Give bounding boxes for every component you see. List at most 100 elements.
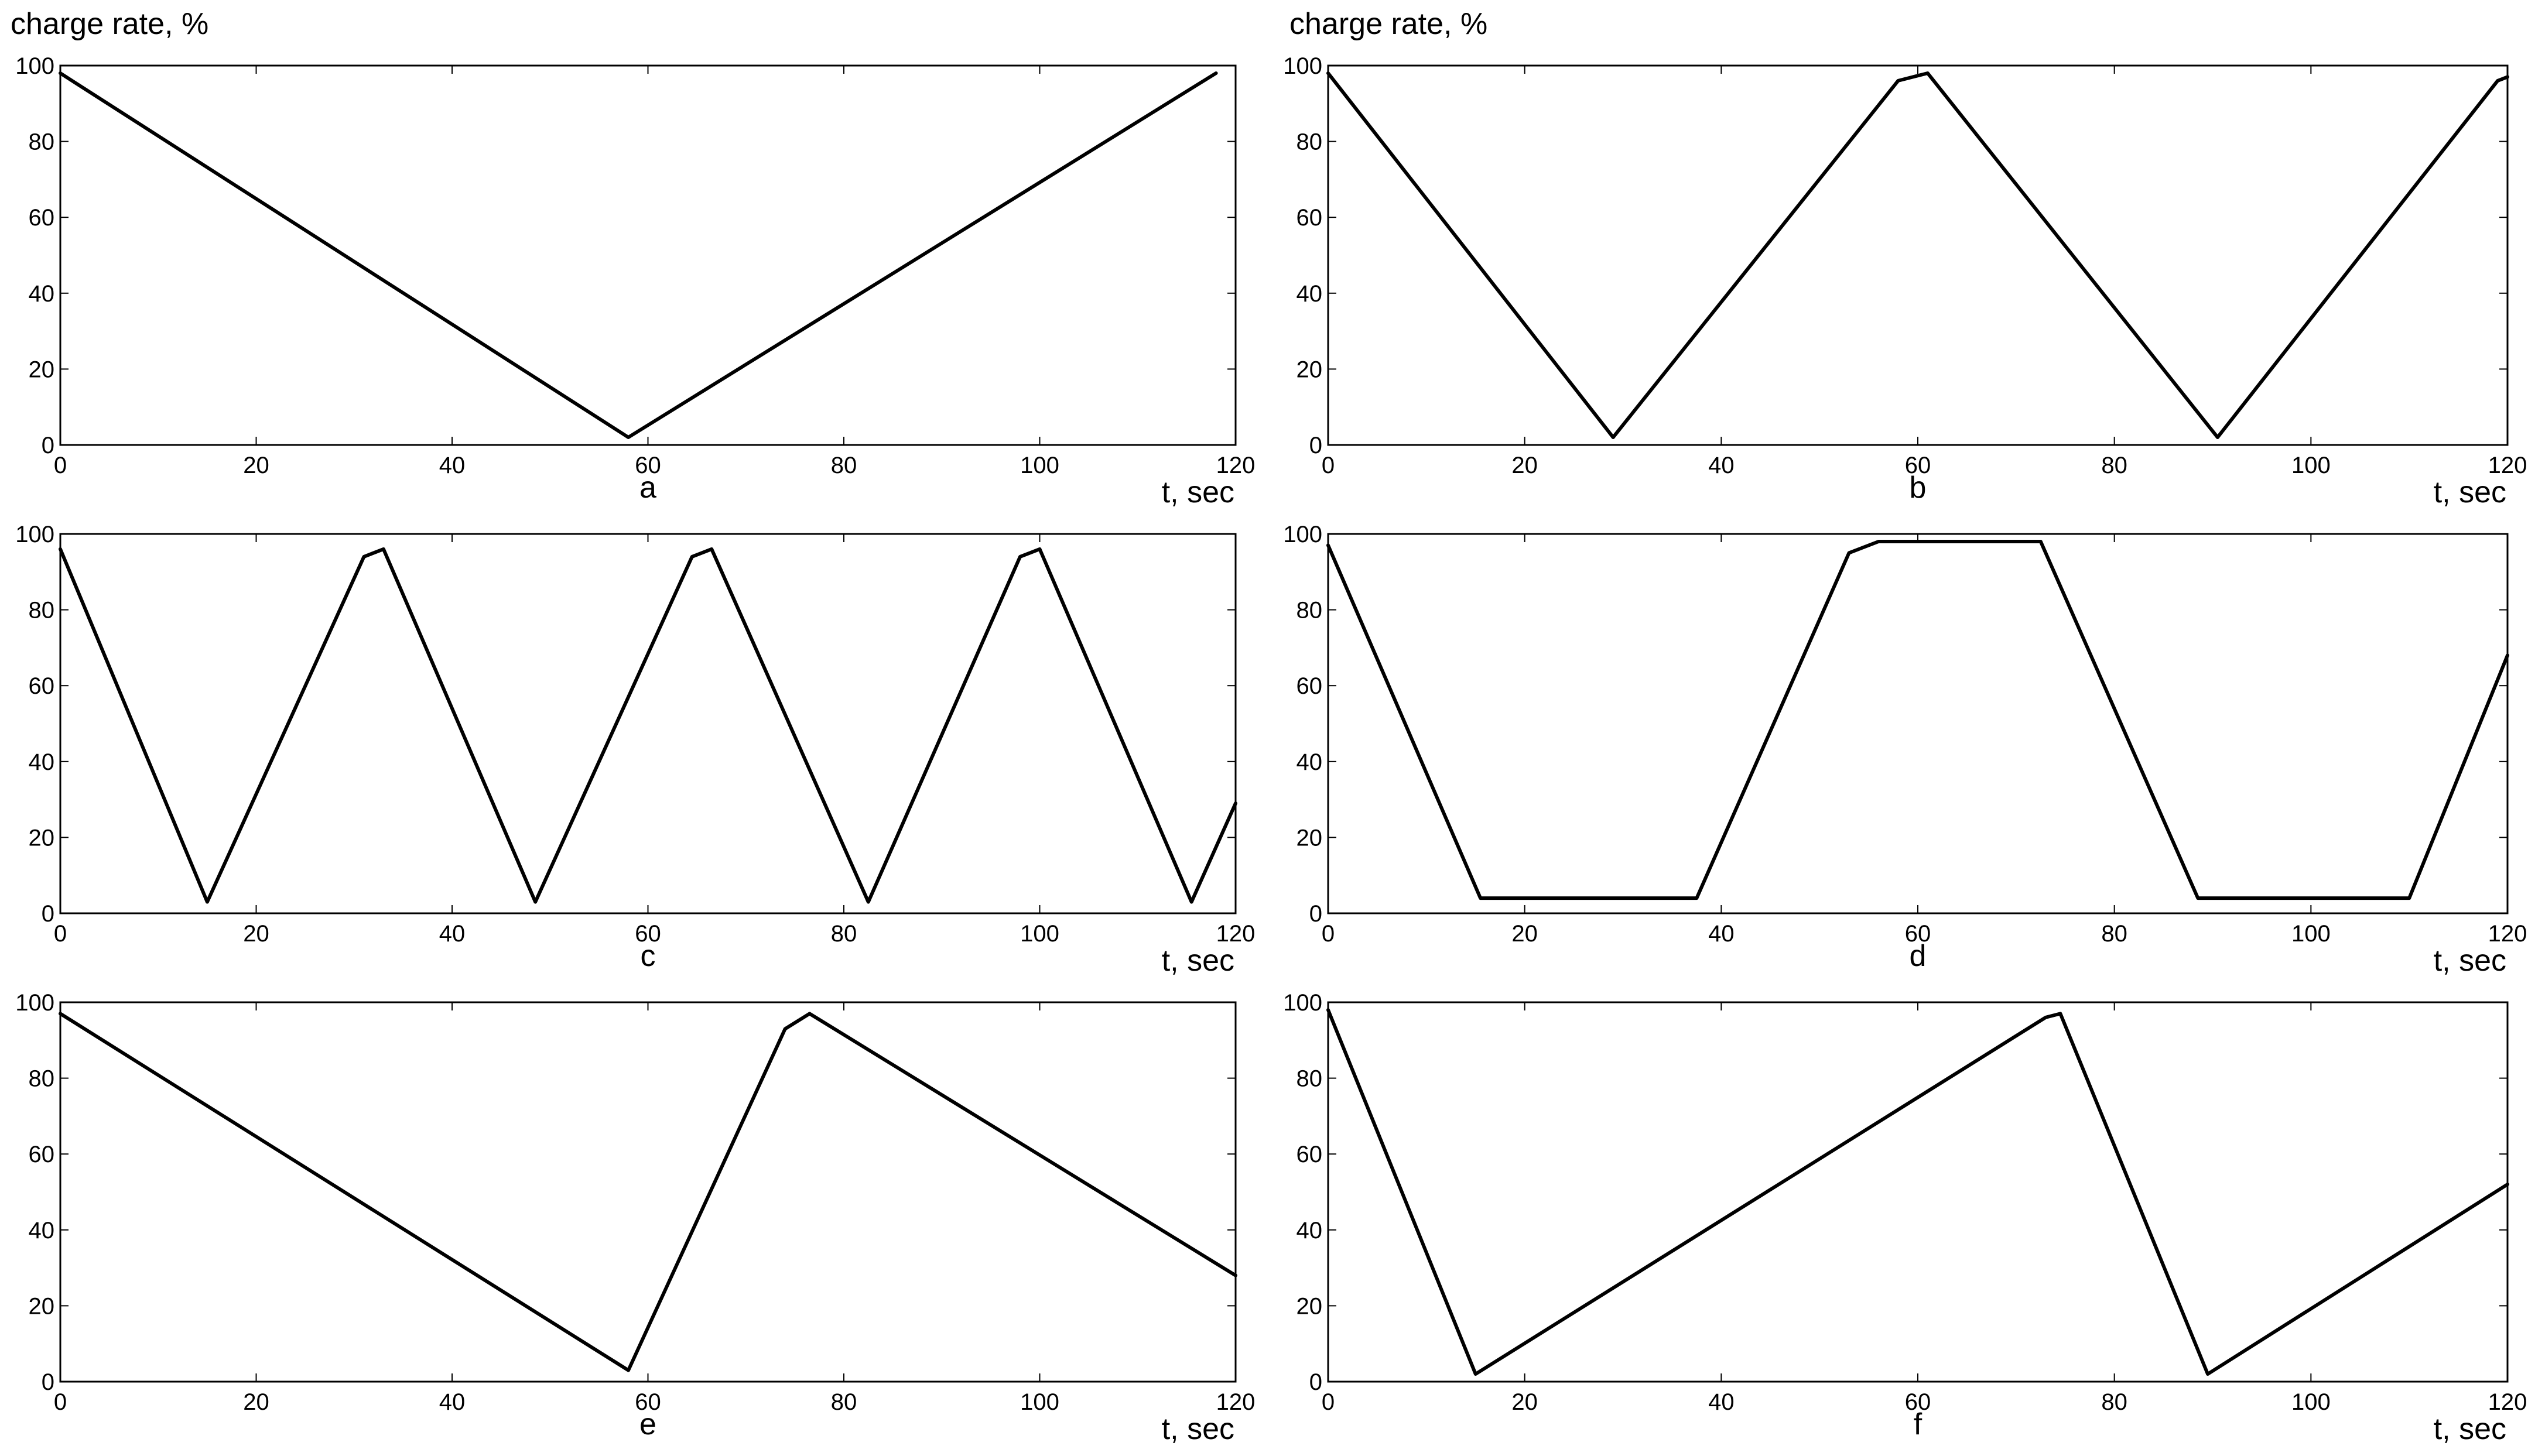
y-tick-label: 40 (29, 749, 55, 775)
y-tick-label: 80 (1297, 129, 1323, 155)
y-tick-label: 80 (29, 598, 55, 623)
x-tick-label: 80 (2101, 453, 2127, 478)
x-tick-label: 100 (2291, 453, 2331, 478)
y-tick-label: 60 (29, 1142, 55, 1167)
y-tick-label: 40 (1297, 749, 1323, 775)
x-tick-label: 80 (2101, 1389, 2127, 1415)
x-axis-title: t, sec (2434, 944, 2506, 978)
x-axis-title: t, sec (1162, 475, 1234, 509)
y-tick-label: 100 (1283, 990, 1322, 1016)
y-tick-label: 20 (1297, 825, 1323, 851)
x-tick-label: 100 (2291, 1389, 2331, 1415)
y-tick-label: 60 (29, 673, 55, 699)
y-tick-label: 100 (15, 990, 54, 1016)
x-tick-label: 40 (1708, 453, 1735, 478)
y-tick-label: 100 (15, 522, 54, 547)
x-axis-title: t, sec (2434, 1412, 2506, 1446)
x-tick-label: 60 (1905, 921, 1931, 947)
x-tick-label: 120 (1216, 1389, 1256, 1415)
y-tick-label: 60 (1297, 1142, 1323, 1167)
x-tick-label: 100 (1020, 921, 1059, 947)
panel-label: e (639, 1407, 656, 1441)
y-tick-label: 80 (1297, 1066, 1323, 1092)
x-tick-label: 0 (54, 453, 67, 478)
panel-label: b (1910, 471, 1927, 505)
y-tick-label: 60 (29, 205, 55, 231)
x-tick-label: 40 (439, 921, 466, 947)
panel-c: 0 20 40 60 80 100 120 0 20 40 60 80 100 c t, sec (15, 522, 1255, 978)
x-tick-label: 40 (1708, 921, 1735, 947)
series-line (1326, 1008, 2509, 1376)
x-tick-label: 0 (1322, 1389, 1335, 1415)
y-tick-label: 80 (1297, 598, 1323, 623)
series-line (1326, 71, 2509, 439)
x-tick-label: 40 (439, 453, 466, 478)
x-axis-title: t, sec (2434, 475, 2506, 509)
x-tick-label: 80 (2101, 921, 2127, 947)
series-line (59, 1012, 1237, 1372)
x-tick-label: 100 (1020, 1389, 1059, 1415)
x-tick-label: 60 (635, 1389, 661, 1415)
x-tick-label: 120 (2488, 921, 2527, 947)
y-tick-label: 40 (1297, 1218, 1323, 1243)
y-axis-title-left: charge rate, % (11, 7, 208, 41)
panel-e: 0 20 40 60 80 100 120 0 20 40 60 80 100 e t, sec (15, 990, 1255, 1446)
y-tick-label: 20 (29, 357, 55, 382)
x-tick-label: 60 (635, 921, 661, 947)
x-tick-label: 20 (1511, 1389, 1538, 1415)
y-tick-label: 40 (1297, 281, 1323, 307)
y-tick-label: 0 (1309, 901, 1322, 927)
x-tick-label: 120 (2488, 1389, 2527, 1415)
series-line (59, 71, 1218, 439)
series-line (1326, 540, 2509, 900)
x-tick-label: 100 (1020, 453, 1059, 478)
x-tick-label: 120 (1216, 921, 1256, 947)
x-axis-title: t, sec (1162, 944, 1234, 978)
panel-label: a (639, 471, 656, 505)
y-tick-label: 100 (1283, 53, 1322, 79)
panel-d: 0 20 40 60 80 100 120 0 20 40 60 80 100 d t, sec (1283, 522, 2527, 978)
x-tick-label: 80 (831, 1389, 857, 1415)
y-axis-title-right: charge rate, % (1289, 7, 1487, 41)
y-tick-label: 20 (1297, 357, 1323, 382)
x-tick-label: 60 (1905, 1389, 1931, 1415)
x-tick-label: 40 (439, 1389, 466, 1415)
x-tick-label: 20 (1511, 921, 1538, 947)
y-tick-label: 100 (15, 53, 54, 79)
y-tick-label: 20 (29, 1293, 55, 1319)
x-tick-label: 0 (54, 1389, 67, 1415)
panel-b: 0 20 40 60 80 100 120 0 20 40 60 80 100 b t, sec (1283, 53, 2527, 509)
panel-f: 0 20 40 60 80 100 120 0 20 40 60 80 100 f t, sec (1283, 990, 2527, 1446)
x-tick-label: 60 (635, 453, 661, 478)
x-tick-label: 40 (1708, 1389, 1735, 1415)
x-tick-label: 20 (243, 1389, 269, 1415)
panel-a: 0 20 40 60 80 100 120 0 20 40 60 80 100 a t, sec (15, 53, 1255, 509)
x-tick-label: 20 (243, 921, 269, 947)
x-tick-label: 20 (1511, 453, 1538, 478)
y-tick-label: 20 (1297, 1293, 1323, 1319)
x-tick-label: 120 (1216, 453, 1256, 478)
series-line (59, 547, 1237, 904)
panels: 0 20 40 60 80 100 120 0 20 40 60 80 100 a t, sec 0 20 40 6… (15, 53, 2527, 1446)
x-tick-label: 100 (2291, 921, 2331, 947)
panel-label: c (641, 939, 656, 973)
y-tick-label: 40 (29, 1218, 55, 1243)
y-tick-label: 100 (1283, 522, 1322, 547)
y-tick-label: 0 (1309, 433, 1322, 458)
panel-label: d (1910, 939, 1927, 973)
y-tick-label: 0 (42, 901, 54, 927)
x-tick-label: 80 (831, 453, 857, 478)
x-tick-label: 0 (1322, 921, 1335, 947)
y-tick-label: 60 (1297, 205, 1323, 231)
y-tick-label: 0 (42, 433, 54, 458)
y-tick-label: 60 (1297, 673, 1323, 699)
panel-label: f (1914, 1407, 1922, 1441)
y-tick-label: 80 (29, 1066, 55, 1092)
x-tick-label: 0 (1322, 453, 1335, 478)
y-tick-label: 40 (29, 281, 55, 307)
y-tick-label: 0 (42, 1369, 54, 1395)
y-tick-label: 20 (29, 825, 55, 851)
x-tick-label: 60 (1905, 453, 1931, 478)
